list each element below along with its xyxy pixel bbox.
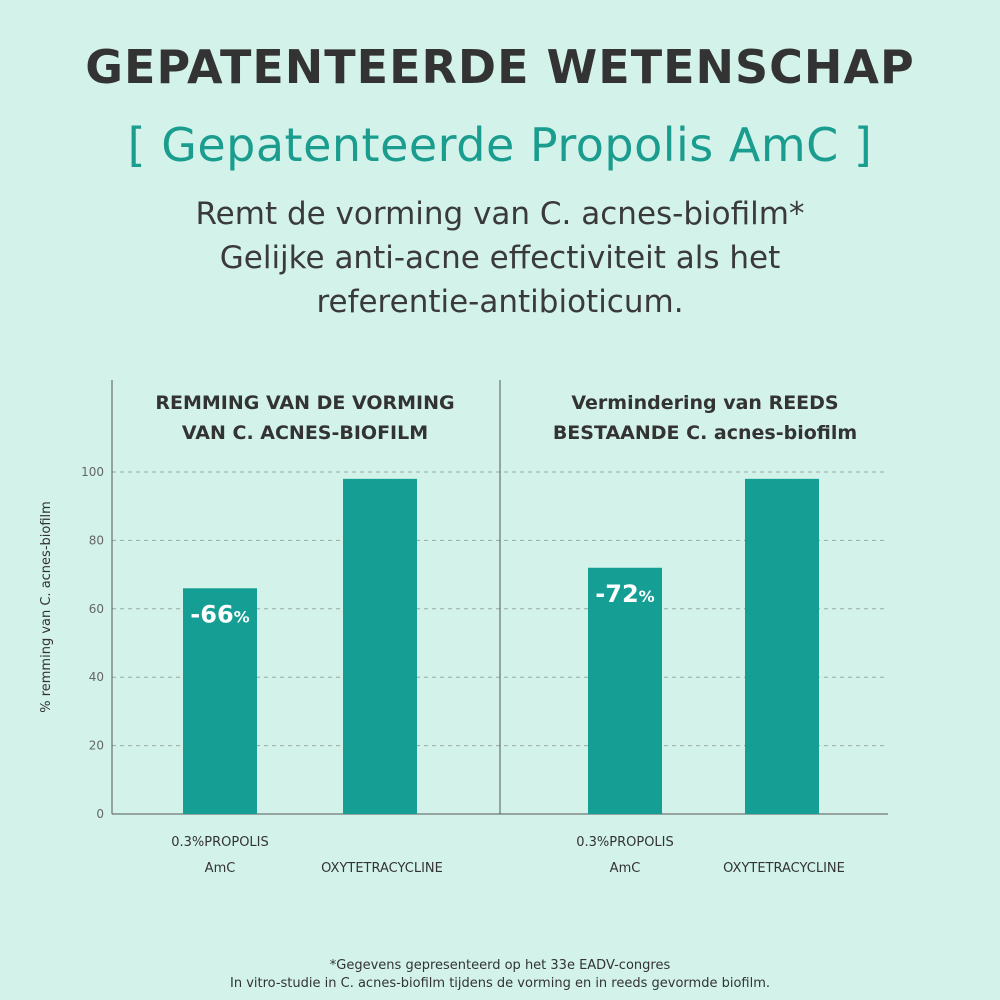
chart-2-title: Vermindering van REEDS BESTAANDE C. acne… <box>510 388 900 448</box>
bar-data-label-unit: % <box>639 587 655 606</box>
bar <box>343 478 417 814</box>
bar <box>588 567 662 814</box>
claim-line: referentie-antibioticum. <box>316 284 684 320</box>
bar-data-label: -72% <box>595 580 654 608</box>
bar <box>183 588 257 814</box>
footnote-line: In vitro-studie in C. acnes-biofilm tijd… <box>229 976 770 991</box>
footnote: *Gegevens gepresenteerd op het 33e EADV-… <box>0 957 1000 993</box>
y-tick-label: 100 <box>81 465 104 479</box>
y-tick-label: 60 <box>89 602 104 616</box>
claim-line: Gelijke anti-acne effectiviteit als het <box>219 240 781 276</box>
bar-data-label-value: -66 <box>190 600 233 628</box>
x-category-label: OXYTETRACYCLINE <box>723 861 845 876</box>
bar-data-label-unit: % <box>234 607 250 626</box>
chart-2-title-line: Vermindering van REEDS <box>571 392 839 414</box>
footnote-line: *Gegevens gepresenteerd op het 33e EADV-… <box>329 958 671 973</box>
chart-1-title: REMMING VAN DE VORMING VAN C. ACNES-BIOF… <box>110 388 500 448</box>
y-axis-label: % remming van C. acnes-biofilm <box>39 501 54 713</box>
chart-1-title-line: VAN C. ACNES-BIOFILM <box>181 422 429 444</box>
y-tick-label: 20 <box>89 739 104 753</box>
claim-line: Remt de vorming van C. acnes-biofilm* <box>195 196 805 232</box>
page-subtitle: [ Gepatenteerde Propolis AmC ] <box>127 118 873 172</box>
bar <box>745 478 819 814</box>
y-tick-label: 40 <box>89 670 104 684</box>
x-category-label: OXYTETRACYCLINE <box>321 861 443 876</box>
chart-1-title-line: REMMING VAN DE VORMING <box>155 392 455 414</box>
bar-data-label: -66% <box>190 600 249 628</box>
x-category-label: 0.3%PROPOLIS <box>171 835 269 850</box>
chart-2-title-line: BESTAANDE C. acnes-biofilm <box>552 422 858 444</box>
x-category-label: AmC <box>610 861 641 876</box>
bar-data-label-value: -72 <box>595 580 638 608</box>
y-tick-label: 80 <box>89 533 104 547</box>
y-tick-label: 0 <box>96 807 104 821</box>
x-category-label: AmC <box>205 861 236 876</box>
x-category-label: 0.3%PROPOLIS <box>576 835 674 850</box>
page-title: GEPATENTEERDE WETENSCHAP <box>85 40 915 94</box>
claims-block: Remt de vorming van C. acnes-biofilm* Ge… <box>0 192 1000 324</box>
